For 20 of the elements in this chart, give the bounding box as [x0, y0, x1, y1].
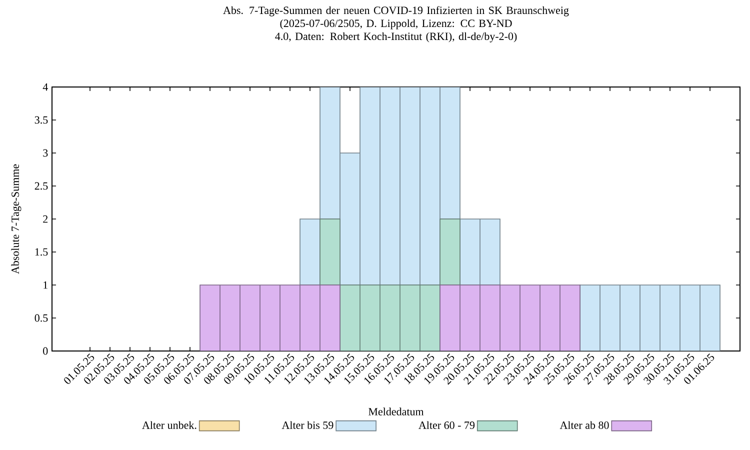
y-tick-label: 3.5 — [34, 116, 48, 124]
y-tick-label: 0.5 — [34, 314, 48, 322]
y-tick-label: 4 — [42, 83, 48, 91]
x-axis-title: Meldedatum — [368, 408, 424, 416]
y-tick-label: 1.5 — [35, 248, 48, 256]
y-tick-label: 0 — [43, 347, 48, 355]
y-tick-label: 1 — [44, 281, 48, 289]
legend-label: Alter bis 59 — [282, 421, 334, 429]
y-tick-label: 2 — [43, 215, 48, 223]
legend-label: Alter 60 - 79 — [418, 421, 475, 429]
y-axis-title: Absolute 7-Tage-Summe — [11, 164, 22, 274]
bar — [440, 218, 460, 286]
legend-label: Alter ab 80 — [560, 421, 609, 429]
bar — [320, 218, 340, 286]
bar — [300, 218, 320, 286]
y-tick-label: 3 — [43, 149, 48, 157]
chart-subtitle: (2025-07-06/2505, D. Lippold, Lizenz: CC BY-ND 4.0, Daten: Robert Koch-Institut (RKI), dl-de/by-2-0) — [275, 19, 517, 42]
y-tick-label: 2.5 — [34, 182, 48, 190]
legend-label: Alter unbek. — [142, 421, 196, 429]
chart-title: Abs. 7-Tage-Summen der neuen COVID-19 Infizierten in SK Braunschweig — [223, 6, 569, 16]
